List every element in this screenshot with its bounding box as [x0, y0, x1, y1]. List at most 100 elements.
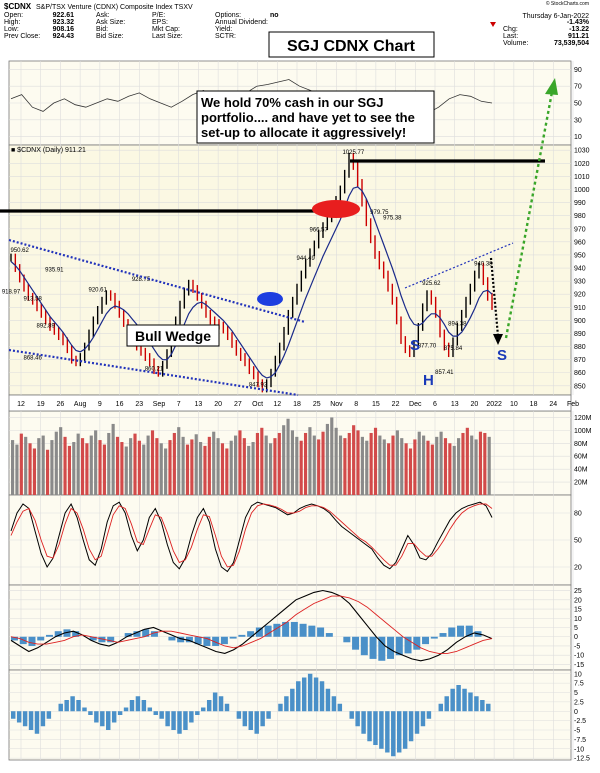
price-annotation: 944.49: [296, 256, 315, 262]
y-tick-label: 0: [574, 634, 578, 641]
y-tick-label: 900: [574, 318, 586, 325]
price-annotation: 857.41: [435, 370, 454, 376]
macd-histogram-bar: [229, 636, 237, 639]
histogram-bar: [367, 711, 372, 742]
volume-bar: [465, 427, 469, 495]
histogram-bar: [165, 711, 170, 727]
volume-bar: [330, 417, 334, 495]
projection-down-arrow-head: [493, 334, 503, 345]
price-label: ■ $CDNX (Daily) 911.21: [11, 147, 86, 154]
volume-bar: [67, 445, 71, 495]
volume-bar: [115, 436, 120, 495]
x-tick-label: Sep: [153, 401, 166, 408]
x-tick-label: 13: [451, 401, 459, 408]
volume-bar: [378, 435, 382, 495]
header-value: 922.61: [53, 12, 75, 19]
volume-bar: [352, 425, 356, 495]
volume-bar: [15, 444, 19, 495]
histogram-bar: [88, 711, 93, 715]
breakout-marker-red: [312, 200, 360, 218]
volume-bar: [325, 423, 329, 495]
y-tick-label: 20: [574, 565, 582, 572]
histogram-bar: [474, 696, 479, 712]
macd-histogram-bar: [308, 625, 316, 637]
header-right-key: Chg:: [503, 26, 518, 33]
volume-bar: [45, 449, 50, 495]
volume-bar: [76, 433, 80, 495]
x-tick-label: 13: [195, 401, 203, 408]
macd-histogram-bar: [54, 631, 62, 637]
volume-bar: [146, 435, 150, 495]
y-tick-label: 1020: [574, 161, 590, 168]
panel-macd_histogram: [8, 669, 572, 761]
x-tick-label: 18: [530, 401, 538, 408]
volume-bar: [303, 432, 308, 495]
histogram-bar: [325, 688, 331, 712]
histogram-bar: [171, 711, 176, 730]
macd-histogram-bar: [273, 623, 281, 637]
wedge-upper-trendline: [8, 238, 306, 324]
volume-bar: [89, 435, 93, 495]
y-tick-label: 870: [574, 357, 586, 364]
price-annotation: 935.91: [45, 267, 64, 273]
histogram-bar: [100, 711, 105, 727]
volume-bar: [229, 440, 233, 495]
histogram-bar: [106, 711, 111, 730]
header-key: Ask:: [96, 12, 110, 19]
breakout-marker-blue: [257, 292, 283, 306]
header-key: P/E:: [152, 12, 165, 19]
header-right-key: Volume:: [503, 40, 528, 47]
header-key: Yield:: [215, 26, 232, 33]
macd-histogram-bar: [422, 636, 430, 645]
y-tick-label: 20: [574, 597, 582, 604]
volume-bar: [343, 438, 347, 495]
volume-bar: [164, 448, 168, 495]
histogram-bar: [391, 711, 396, 757]
volume-bar: [194, 434, 198, 495]
y-tick-label: 10: [574, 616, 582, 623]
volume-bar: [129, 438, 133, 495]
price-annotation: 928.75: [132, 277, 151, 283]
volume-bar: [478, 431, 483, 495]
chart-header: $CDNX S&P/TSX Venture (CDNX) Composite I…: [4, 0, 590, 47]
histogram-bar: [426, 711, 432, 719]
y-tick-label: 5: [574, 690, 578, 697]
volume-bar: [242, 438, 246, 495]
x-tick-label: Dec: [409, 401, 422, 408]
histogram-bar: [28, 711, 34, 730]
macd-histogram-bar: [290, 621, 298, 637]
title-box: SGJ CDNX Chart: [268, 31, 435, 58]
header-value: 923.32: [53, 19, 75, 26]
volume-bar: [133, 433, 137, 495]
header-key: Low:: [4, 26, 19, 33]
header-key: Mkt Cap:: [152, 26, 180, 33]
header-right-key: Last:: [503, 33, 518, 40]
volume-bar: [457, 438, 461, 495]
price-annotation: 913.58: [23, 297, 42, 303]
x-tick-label: 20: [471, 401, 479, 408]
histogram-bar: [408, 711, 414, 742]
volume-bar: [150, 430, 155, 495]
x-tick-label: 24: [549, 401, 557, 408]
y-tick-label: 880: [574, 344, 586, 351]
macd-histogram-bar: [150, 631, 158, 637]
x-tick-label: 18: [293, 401, 301, 408]
price-annotation: 1025.77: [342, 150, 364, 156]
histogram-bar: [206, 700, 212, 712]
x-tick-label: 27: [234, 401, 242, 408]
x-tick-label: 12: [17, 401, 25, 408]
volume-bar: [107, 432, 111, 495]
histogram-bar: [236, 711, 242, 719]
macd-histogram-bar: [413, 636, 421, 650]
volume-bar: [321, 431, 325, 495]
histogram-bar: [135, 696, 141, 712]
panel-volume: [8, 410, 572, 496]
comment-box: We hold 70% cash in our SGJ portfolio...…: [196, 90, 435, 144]
histogram-bar: [76, 700, 81, 712]
header-value: 924.43: [53, 33, 75, 40]
volume-bar: [474, 439, 478, 495]
histogram-bar: [456, 685, 461, 712]
volume-bar: [190, 439, 194, 495]
volume-bar: [185, 444, 190, 495]
macd-histogram-bar: [142, 629, 150, 637]
